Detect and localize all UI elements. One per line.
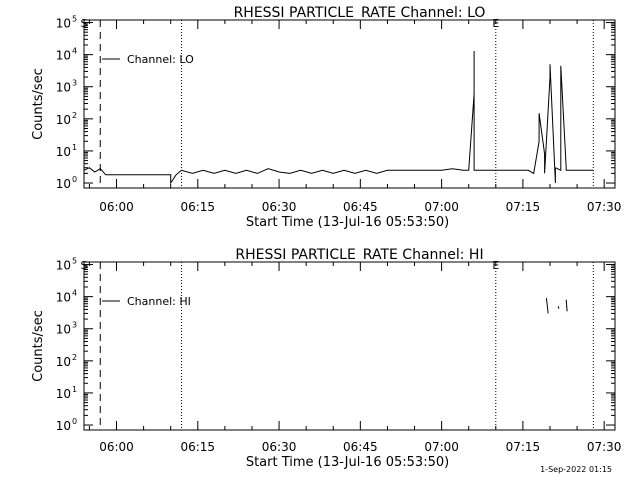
x-tick-label: 07:15 bbox=[506, 200, 541, 214]
time-marker-e: E bbox=[492, 259, 499, 272]
y-tick-label: 10 bbox=[56, 145, 71, 159]
x-tick-label: 06:15 bbox=[180, 200, 215, 214]
x-tick-label: 06:00 bbox=[99, 440, 134, 454]
x-tick-label: 06:30 bbox=[262, 200, 297, 214]
y-tick-exponent: 0 bbox=[72, 175, 77, 184]
y-tick-exponent: 1 bbox=[72, 385, 77, 394]
x-tick-label: 07:15 bbox=[506, 440, 541, 454]
series-line bbox=[83, 51, 594, 185]
time-marker-s: S bbox=[81, 17, 88, 30]
y-tick-label: 10 bbox=[56, 81, 71, 95]
x-tick-label: 07:00 bbox=[424, 200, 459, 214]
y-tick-label: 10 bbox=[56, 177, 71, 191]
series-segment bbox=[565, 299, 568, 312]
x-tick-label: 06:00 bbox=[99, 200, 134, 214]
y-axis-label: Counts/sec bbox=[31, 310, 46, 382]
time-marker-e: E bbox=[492, 17, 499, 30]
x-tick-label: 06:45 bbox=[343, 200, 378, 214]
footer-stamp: 1-Sep-2022 01:15 bbox=[540, 465, 612, 474]
x-tick-label: 06:30 bbox=[262, 440, 297, 454]
x-axis-label: Start Time (13-Jul-16 05:53:50) bbox=[246, 215, 449, 230]
x-tick-label: 07:00 bbox=[424, 440, 459, 454]
legend-label: Channel: LO bbox=[127, 53, 194, 66]
y-tick-label: 10 bbox=[56, 113, 71, 127]
y-tick-label: 10 bbox=[56, 291, 71, 305]
legend-label: Channel: HI bbox=[127, 295, 191, 308]
y-tick-exponent: 5 bbox=[72, 15, 77, 24]
x-axis-label: Start Time (13-Jul-16 05:53:50) bbox=[246, 455, 449, 470]
x-tick-label: 07:30 bbox=[587, 200, 622, 214]
y-tick-label: 10 bbox=[56, 387, 71, 401]
y-tick-label: 10 bbox=[56, 17, 71, 31]
y-tick-label: 10 bbox=[56, 323, 71, 337]
y-tick-exponent: 4 bbox=[72, 47, 77, 56]
y-tick-exponent: 3 bbox=[72, 321, 77, 330]
y-tick-label: 10 bbox=[56, 419, 71, 433]
x-tick-label: 06:45 bbox=[343, 440, 378, 454]
chart-panel-hi: RHESSI PARTICLE_RATE Channel: HI Counts/s… bbox=[31, 247, 621, 470]
x-tick-label: 07:30 bbox=[587, 440, 622, 454]
plot-frame bbox=[83, 261, 616, 431]
chart-title: RHESSI PARTICLE_RATE Channel: HI bbox=[235, 247, 483, 263]
y-tick-exponent: 4 bbox=[72, 289, 77, 298]
chart-title: RHESSI PARTICLE_RATE Channel: LO bbox=[234, 5, 486, 21]
series-segment bbox=[545, 298, 549, 314]
y-tick-label: 10 bbox=[56, 259, 71, 273]
y-axis-label: Counts/sec bbox=[31, 68, 46, 140]
y-tick-label: 10 bbox=[56, 49, 71, 63]
y-tick-exponent: 0 bbox=[72, 417, 77, 426]
y-tick-exponent: 2 bbox=[72, 353, 77, 362]
series-segment bbox=[557, 306, 560, 309]
y-tick-exponent: 3 bbox=[72, 79, 77, 88]
y-tick-exponent: 1 bbox=[72, 143, 77, 152]
y-tick-exponent: 5 bbox=[72, 257, 77, 266]
chart-panel-lo: RHESSI PARTICLE_RATE Channel: LO Counts/s… bbox=[31, 5, 621, 230]
time-marker-s: S bbox=[81, 259, 88, 272]
y-tick-exponent: 2 bbox=[72, 111, 77, 120]
y-tick-label: 10 bbox=[56, 355, 71, 369]
x-tick-label: 06:15 bbox=[180, 440, 215, 454]
